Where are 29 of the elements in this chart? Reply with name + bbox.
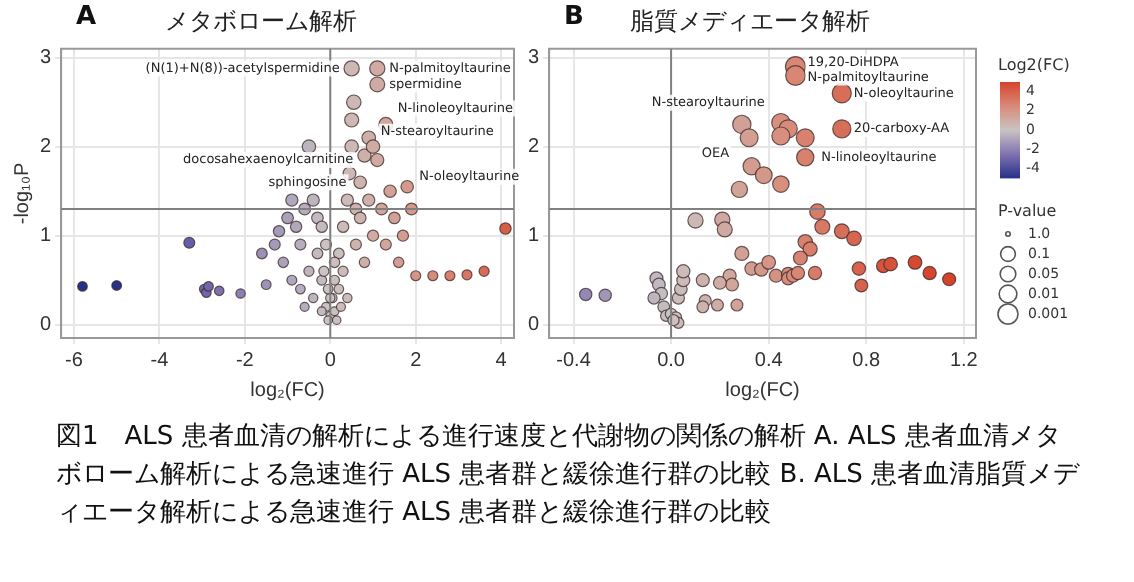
caption: 図1 ALS 患者血清の解析による進行速度と代謝物の関係の解析 A. ALS 患者血清メタボローム解析による急速進行 ALS 患者群と緩徐進行群の比較 B. ALS 患者血清脂質メディエータ解析による急速進行 ALS 患者群と緩徐進行群の比較 [56, 420, 1082, 532]
x-tick-label: 4 [495, 349, 508, 372]
y-tick-label: 3 [528, 47, 540, 70]
x-tick-label: 0.0 [657, 349, 686, 372]
x-axis-title: log₂(FC) [725, 379, 800, 402]
chart-title: 脂質メディエータ解析 [630, 6, 870, 35]
y-tick-label: 2 [528, 136, 540, 159]
x-tick-label: 0 [324, 349, 337, 372]
x-tick-label: 2 [410, 349, 423, 372]
x-tick-label: -0.4 [556, 349, 592, 372]
legend-title: P-value [998, 202, 1057, 221]
x-tick-label: 1.2 [949, 349, 979, 372]
x-tick-label: -6 [65, 349, 84, 372]
x-tick-label: -4 [150, 349, 170, 372]
y-tick-label: 1 [528, 225, 540, 248]
text: A [76, 1, 97, 32]
y-tick-label: 3 [40, 47, 52, 70]
y-tick-label: 0 [40, 314, 52, 337]
text: B [564, 1, 584, 32]
chart-title: メタボローム解析 [165, 6, 357, 35]
x-tick-label: 0.8 [852, 349, 882, 372]
x-axis-title: log₂(FC) [250, 379, 325, 402]
x-tick-label: 0.4 [754, 349, 784, 372]
y-tick-label: 1 [40, 225, 52, 248]
y-tick-label: 0 [528, 314, 540, 337]
y-tick-label: 2 [40, 136, 52, 159]
color-bar-title: Log2(FC) [998, 56, 1070, 75]
y-axis-title: -log₁₀P [11, 161, 34, 225]
x-tick-label: -2 [235, 349, 255, 372]
